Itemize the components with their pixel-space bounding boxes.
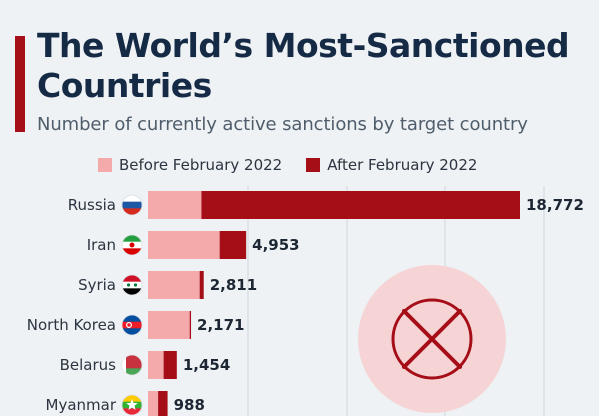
flag-stripe — [122, 361, 142, 369]
value-label: 18,772 — [526, 196, 584, 214]
flag-stripe — [122, 275, 142, 283]
title-accent-bar — [15, 36, 25, 132]
chart-subtitle: Number of currently active sanctions by … — [37, 114, 528, 135]
bar-before-syria — [148, 271, 200, 299]
flag-stripe — [122, 288, 142, 295]
bar-after-myanmar — [158, 391, 168, 416]
chart-title: The World’s Most-Sanctioned Countries — [37, 26, 570, 105]
belarus-flag-ornament — [122, 355, 126, 375]
flag-stripe — [122, 355, 142, 363]
flag-stripe — [122, 315, 142, 323]
bar-after-north-korea — [189, 311, 192, 339]
category-label: Syria — [78, 276, 116, 294]
category-label: Belarus — [60, 356, 117, 374]
flag-outline — [121, 394, 143, 416]
legend-swatch-before — [98, 158, 112, 172]
category-label: Myanmar — [46, 396, 117, 414]
value-label: 1,454 — [183, 356, 230, 374]
legend-item-after: After February 2022 — [306, 156, 477, 174]
flag-stripe — [122, 208, 142, 215]
bar-before-iran — [148, 231, 220, 259]
prohibition-ring-icon — [391, 298, 473, 380]
bar-after-syria — [199, 271, 204, 299]
prohibition-x-icon — [402, 309, 462, 369]
flag-emblem — [129, 242, 135, 248]
flag-emblem — [127, 323, 131, 327]
flag-emblem — [126, 283, 131, 287]
bar-after-russia — [201, 191, 521, 219]
flag-stripe — [122, 321, 142, 329]
flag-outline — [121, 234, 143, 256]
flag-outline — [121, 194, 143, 216]
bar-before-belarus — [148, 351, 164, 379]
flag-stripe — [122, 408, 142, 415]
value-label: 2,811 — [210, 276, 257, 294]
flag-stripe — [122, 201, 142, 209]
flag-stripe — [122, 248, 142, 255]
flag-outline — [121, 314, 143, 336]
flag-stripe — [122, 235, 142, 243]
myanmar-flag-star — [126, 399, 138, 410]
chart-legend: Before February 2022 After February 2022 — [98, 156, 501, 174]
value-label: 2,171 — [197, 316, 244, 334]
bar-after-belarus — [163, 351, 177, 379]
bar-before-north-korea — [148, 311, 190, 339]
legend-swatch-after — [306, 158, 321, 172]
flag-stripe — [122, 195, 142, 203]
bar-before-myanmar — [148, 391, 159, 416]
flag-stripe — [122, 368, 142, 375]
bar-after-iran — [219, 231, 247, 259]
category-label: Russia — [68, 196, 116, 214]
flag-stripe — [122, 281, 142, 289]
flag-emblem — [133, 283, 138, 287]
legend-item-before: Before February 2022 — [98, 156, 282, 174]
flag-stripe — [122, 395, 142, 403]
category-label: Iran — [87, 236, 116, 254]
category-label: North Korea — [27, 316, 116, 334]
flag-outline — [121, 274, 143, 296]
bar-before-russia — [148, 191, 202, 219]
value-label: 988 — [174, 396, 205, 414]
value-label: 4,953 — [252, 236, 299, 254]
legend-label-before: Before February 2022 — [119, 156, 283, 174]
flag-stripe — [122, 328, 142, 335]
legend-label-after: After February 2022 — [327, 156, 478, 174]
